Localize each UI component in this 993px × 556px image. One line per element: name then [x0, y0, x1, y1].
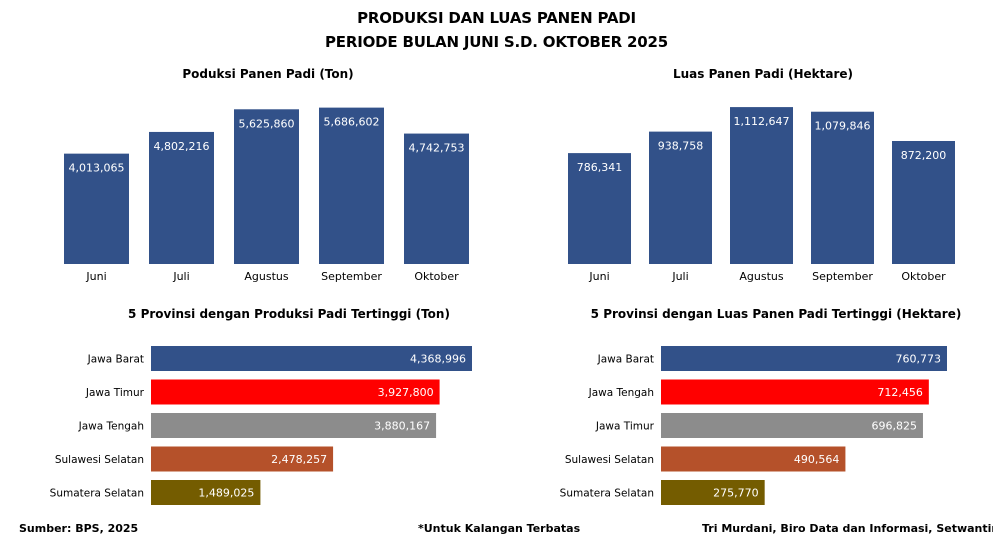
data-label: 4,368,996	[410, 353, 466, 366]
category-label: Oktober	[901, 270, 946, 283]
data-label: 5,686,602	[324, 116, 380, 129]
category-label: Juli	[172, 270, 189, 283]
bar	[64, 153, 129, 264]
data-label: 2,478,257	[271, 453, 327, 466]
bar	[149, 131, 214, 264]
data-label: 1,079,846	[815, 120, 871, 133]
category-label: Sumatera Selatan	[560, 488, 654, 500]
category-label: Juni	[85, 270, 106, 283]
data-label: 4,742,753	[409, 142, 465, 155]
data-label: 786,341	[577, 161, 623, 174]
category-label: Sumatera Selatan	[50, 488, 144, 500]
bar	[661, 446, 846, 472]
chart-title: Luas Panen Padi (Hektare)	[673, 67, 853, 81]
chart-title: 5 Provinsi dengan Produksi Padi Tertingg…	[128, 307, 450, 321]
bar	[892, 140, 955, 264]
data-label: 938,758	[658, 140, 704, 153]
data-label: 696,825	[871, 420, 917, 433]
data-label: 712,456	[877, 386, 923, 399]
category-label: Jawa Tengah	[588, 387, 654, 399]
category-label: Agustus	[739, 270, 783, 283]
bar	[151, 446, 334, 472]
chart-title: 5 Provinsi dengan Luas Panen Padi Tertin…	[591, 307, 962, 321]
data-label: 3,927,800	[378, 386, 434, 399]
footer-note: *Untuk Kalangan Terbatas	[418, 522, 581, 535]
bar	[568, 153, 631, 264]
category-label: Sulawesi Selatan	[565, 454, 654, 466]
bar	[404, 133, 469, 264]
bar	[661, 346, 947, 371]
data-label: 3,880,167	[374, 420, 430, 433]
category-label: Sulawesi Selatan	[55, 454, 144, 466]
category-label: Juli	[671, 270, 688, 283]
data-label: 1,489,025	[198, 487, 254, 500]
main-title-line-1: PRODUKSI DAN LUAS PANEN PADI	[357, 9, 636, 27]
bar	[661, 480, 765, 505]
bar	[730, 107, 793, 264]
footer-author: Tri Murdani, Biro Data dan Informasi, Se…	[702, 522, 993, 535]
bar	[234, 109, 299, 264]
data-label: 872,200	[901, 149, 947, 162]
bar	[811, 111, 874, 265]
category-label: Oktober	[414, 270, 459, 283]
bar	[661, 379, 929, 405]
category-label: Jawa Tengah	[78, 421, 144, 433]
category-label: Agustus	[244, 270, 288, 283]
bar	[661, 413, 923, 438]
bar	[151, 346, 472, 371]
data-label: 1,112,647	[734, 115, 790, 128]
category-label: Jawa Barat	[87, 354, 144, 366]
data-label: 275,770	[713, 487, 759, 500]
data-label: 4,802,216	[154, 140, 210, 153]
main-title-line-2: PERIODE BULAN JUNI S.D. OKTOBER 2025	[325, 33, 668, 51]
category-label: Juni	[588, 270, 609, 283]
bar	[151, 480, 261, 505]
bar	[319, 107, 384, 265]
data-label: 5,625,860	[239, 117, 295, 130]
bar	[151, 413, 437, 438]
category-label: Jawa Barat	[597, 354, 654, 366]
data-label: 760,773	[896, 353, 942, 366]
bar	[649, 131, 712, 264]
footer-source: Sumber: BPS, 2025	[19, 522, 139, 535]
category-label: Jawa Timur	[595, 421, 655, 433]
bar	[151, 379, 440, 405]
category-label: September	[812, 270, 873, 283]
chart-title: Poduksi Panen Padi (Ton)	[182, 67, 353, 81]
category-label: Jawa Timur	[85, 387, 145, 399]
category-label: September	[321, 270, 382, 283]
data-label: 490,564	[794, 453, 840, 466]
data-label: 4,013,065	[69, 162, 125, 175]
